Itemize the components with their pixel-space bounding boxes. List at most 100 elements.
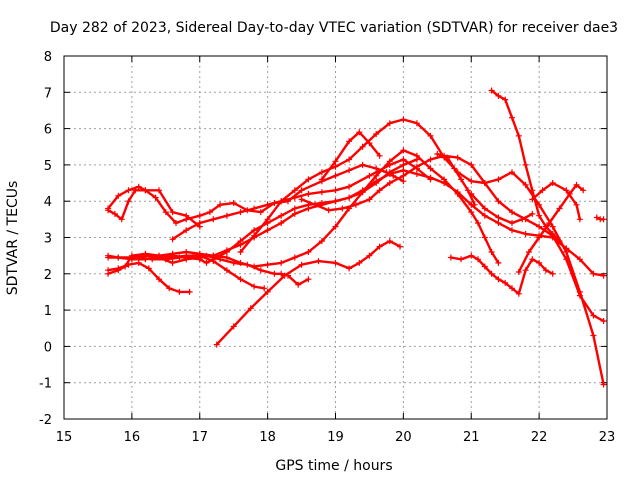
data-point bbox=[251, 263, 258, 270]
data-point bbox=[312, 201, 319, 208]
series-s9 bbox=[128, 147, 502, 270]
data-point bbox=[291, 187, 298, 194]
data-point bbox=[529, 196, 536, 203]
y-tick-label: 4 bbox=[44, 195, 52, 210]
data-point bbox=[346, 167, 353, 174]
data-point bbox=[149, 256, 156, 263]
data-point bbox=[413, 163, 420, 170]
data-point bbox=[495, 259, 502, 266]
data-point bbox=[475, 256, 481, 263]
data-point bbox=[118, 216, 125, 223]
data-point bbox=[600, 272, 607, 279]
data-point bbox=[441, 176, 448, 183]
data-point bbox=[346, 138, 353, 145]
series-line bbox=[517, 183, 585, 274]
data-point bbox=[539, 187, 546, 194]
data-point bbox=[318, 238, 325, 245]
data-point bbox=[509, 220, 515, 226]
series-s15 bbox=[447, 252, 556, 297]
data-point bbox=[386, 171, 393, 177]
data-point bbox=[356, 129, 363, 136]
data-point bbox=[373, 131, 380, 137]
data-point bbox=[509, 227, 515, 234]
data-point bbox=[142, 187, 149, 194]
data-point bbox=[464, 187, 471, 194]
data-point bbox=[305, 276, 312, 283]
data-point bbox=[519, 216, 526, 223]
series-line bbox=[106, 163, 405, 225]
data-point bbox=[563, 249, 570, 255]
data-point bbox=[593, 214, 600, 221]
data-point bbox=[186, 288, 193, 295]
data-point bbox=[495, 276, 502, 283]
data-point bbox=[115, 192, 122, 199]
data-point bbox=[183, 212, 190, 219]
data-point bbox=[454, 154, 461, 161]
data-point bbox=[536, 259, 543, 266]
y-tick-label: 0 bbox=[44, 340, 52, 355]
data-point bbox=[291, 194, 298, 201]
data-point bbox=[580, 187, 587, 194]
data-point bbox=[278, 220, 285, 226]
y-tick-label: 8 bbox=[44, 50, 52, 65]
data-point bbox=[522, 267, 529, 274]
data-point bbox=[196, 220, 203, 226]
data-point bbox=[162, 209, 169, 216]
data-point bbox=[400, 156, 407, 163]
data-point bbox=[549, 180, 556, 186]
series-line bbox=[137, 254, 310, 286]
data-point bbox=[563, 187, 570, 194]
y-tick-label: 7 bbox=[44, 86, 52, 101]
data-point bbox=[400, 172, 407, 179]
data-point bbox=[600, 216, 607, 223]
data-point bbox=[400, 147, 407, 154]
data-point bbox=[427, 174, 434, 181]
data-point bbox=[237, 249, 244, 255]
data-point bbox=[366, 172, 373, 179]
data-point bbox=[468, 190, 475, 197]
data-point bbox=[397, 243, 403, 250]
data-point bbox=[162, 256, 169, 263]
data-point bbox=[359, 161, 366, 168]
data-point bbox=[257, 209, 264, 216]
y-tick-label: -1 bbox=[39, 377, 52, 392]
data-point bbox=[522, 230, 529, 237]
data-point bbox=[481, 180, 488, 186]
data-point bbox=[217, 201, 224, 208]
data-point bbox=[278, 198, 285, 205]
x-tick-label: 15 bbox=[56, 430, 73, 445]
data-point bbox=[600, 318, 607, 324]
data-point bbox=[376, 187, 383, 194]
data-point bbox=[488, 270, 495, 277]
data-point bbox=[105, 207, 112, 214]
data-point bbox=[237, 238, 244, 245]
data-point bbox=[210, 252, 217, 259]
y-tick-label: 1 bbox=[44, 304, 52, 319]
data-point bbox=[332, 198, 339, 205]
y-tick-label: 3 bbox=[44, 232, 52, 247]
series-s17 bbox=[529, 180, 583, 223]
data-point bbox=[386, 158, 393, 165]
data-point bbox=[413, 152, 420, 159]
data-point bbox=[475, 220, 481, 226]
data-point bbox=[213, 341, 220, 348]
data-point bbox=[376, 243, 383, 250]
data-point bbox=[488, 249, 495, 255]
data-point bbox=[264, 261, 271, 268]
data-point bbox=[359, 143, 366, 150]
data-point bbox=[305, 249, 312, 255]
data-point bbox=[210, 258, 217, 265]
data-point bbox=[332, 172, 339, 179]
x-tick-label: 23 bbox=[599, 430, 616, 445]
data-point bbox=[291, 210, 298, 217]
data-point bbox=[183, 227, 190, 234]
series-s2 bbox=[105, 187, 203, 230]
series-s16 bbox=[515, 181, 587, 275]
data-point bbox=[373, 165, 380, 172]
data-point bbox=[257, 267, 264, 274]
data-point bbox=[223, 254, 230, 261]
data-point bbox=[176, 254, 183, 261]
data-point bbox=[237, 209, 244, 216]
data-point bbox=[509, 114, 515, 121]
data-point bbox=[522, 181, 529, 188]
